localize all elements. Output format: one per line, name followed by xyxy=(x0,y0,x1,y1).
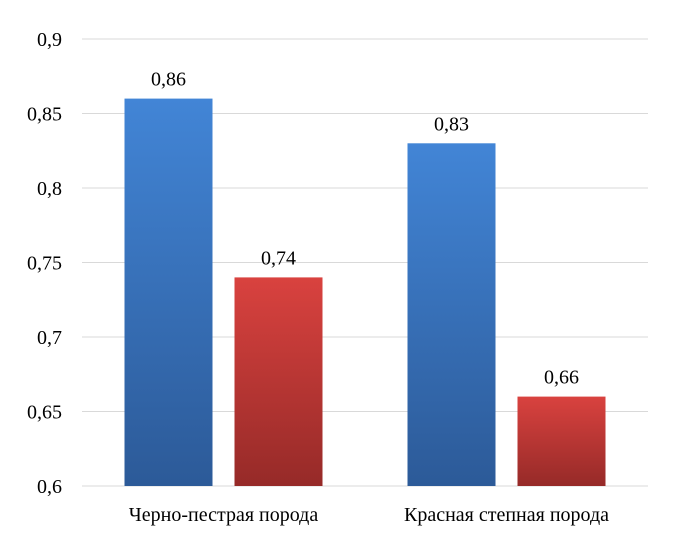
y-tick-label: 0,85 xyxy=(27,104,62,126)
y-tick-label: 0,6 xyxy=(37,476,62,498)
y-tick-label: 0,7 xyxy=(37,327,62,349)
bars xyxy=(124,98,606,487)
bar xyxy=(124,98,213,486)
data-label: 0,66 xyxy=(544,367,579,389)
y-tick-label: 0,9 xyxy=(37,29,62,51)
data-labels: 0,86 0,74 0,83 0,66 xyxy=(151,69,579,389)
category-label: Черно-пестрая порода xyxy=(129,504,319,526)
y-tick-label: 0,75 xyxy=(27,253,62,275)
data-label: 0,74 xyxy=(261,247,296,269)
bar xyxy=(517,396,606,486)
y-tick-label: 0,8 xyxy=(37,178,62,200)
bar xyxy=(234,277,323,486)
data-label: 0,86 xyxy=(151,69,186,91)
y-axis-tick-labels: 0,6 0,65 0,7 0,75 0,8 0,85 0,9 xyxy=(27,29,62,498)
category-labels: Черно-пестрая порода Красная степная поро… xyxy=(129,504,609,526)
y-tick-label: 0,65 xyxy=(27,402,62,424)
bar xyxy=(407,143,496,487)
data-label: 0,83 xyxy=(434,113,469,135)
category-label: Красная степная порода xyxy=(404,504,609,526)
